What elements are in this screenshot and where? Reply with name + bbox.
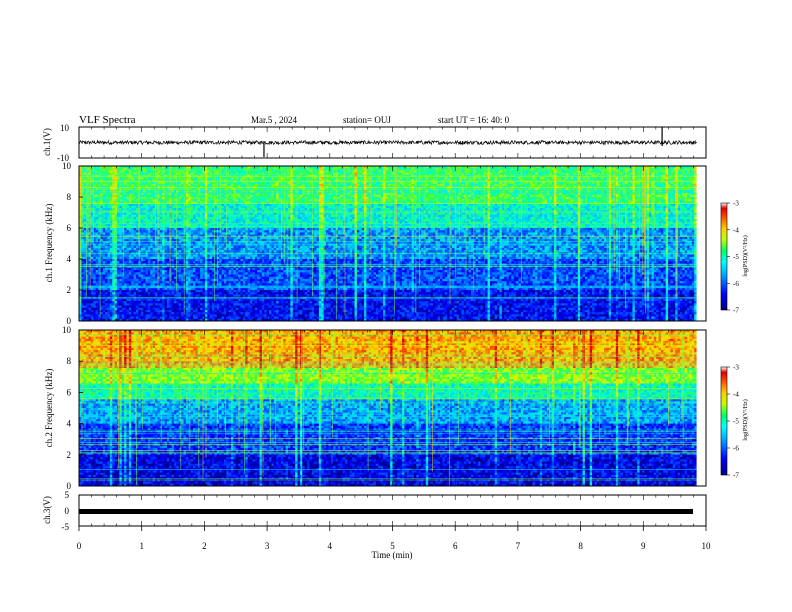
y-tick-label: 6 (67, 387, 72, 397)
ch3-ytick-mid: 0 (65, 506, 70, 516)
x-axis: 0 1 2 3 4 5 6 7 8 9 10 (77, 526, 711, 551)
ch1-trace-line (79, 141, 697, 145)
colorbar-tick-label: -6 (733, 445, 739, 453)
ch1-colorbar (721, 203, 727, 310)
colorbar-tick-label: -7 (733, 472, 739, 480)
y-tick-label: 10 (62, 325, 72, 335)
colorbar-tick-label: -4 (733, 391, 739, 399)
ch1-colorbar-ticks: -3 -4 -5 -6 -7 (727, 200, 739, 315)
colorbar-tick-label: -5 (733, 418, 739, 426)
y-tick-label: 4 (67, 254, 72, 264)
x-tick-label: 1 (139, 541, 144, 551)
y-tick-label: 8 (67, 192, 72, 202)
vlf-figure: 10 -10 ch.1(V) 0246810 ch.1 Frequency (k… (0, 0, 792, 612)
ch1-waveform-trace (79, 127, 697, 157)
x-tick-label: 8 (578, 541, 583, 551)
ch3-waveform-trace (79, 509, 693, 514)
ch1-colorbar-label: log(PSD)(V²/Hz) (742, 235, 749, 276)
y-tick-label: 6 (67, 223, 72, 233)
colorbar-tick-label: -3 (733, 200, 739, 208)
ch1-ytick-top: 10 (60, 123, 70, 133)
ch1-spectrogram-image (79, 166, 706, 321)
colorbar-tick-label: -5 (733, 253, 739, 261)
ch3-ylabel: ch.3(V) (42, 496, 52, 524)
ch3-ytick-bottom: -5 (62, 522, 70, 532)
x-tick-label: 7 (516, 541, 521, 551)
x-tick-label: 0 (77, 541, 82, 551)
ch2-colorbar (721, 367, 727, 475)
ch1-spectrogram-ylabel: ch.1 Frequency (kHz) (44, 204, 54, 283)
ch2-colorbar-label: log(PSD)(V²/Hz) (742, 399, 749, 440)
y-tick-label: 8 (67, 356, 72, 366)
x-axis-label: Time (min) (372, 550, 413, 560)
x-tick-label: 10 (702, 541, 712, 551)
x-tick-label: 9 (641, 541, 646, 551)
ch2-spectrogram-ylabel: ch.2 Frequency (kHz) (44, 369, 54, 448)
y-tick-label: 10 (62, 161, 72, 171)
ch2-spectrogram-image (79, 330, 706, 486)
x-tick-label: 2 (202, 541, 207, 551)
colorbar-tick-label: -6 (733, 280, 739, 288)
x-tick-label: 3 (265, 541, 270, 551)
ch1-ylabel: ch.1(V) (42, 128, 52, 156)
colorbar-tick-label: -7 (733, 307, 739, 315)
ch2-colorbar-ticks: -3 -4 -5 -6 -7 (727, 364, 739, 480)
y-tick-label: 2 (67, 450, 72, 460)
colorbar-tick-label: -3 (733, 364, 739, 372)
y-tick-label: 2 (67, 285, 72, 295)
x-tick-label: 4 (328, 541, 333, 551)
x-tick-label: 6 (453, 541, 458, 551)
ch3-ytick-top: 5 (65, 490, 70, 500)
y-tick-label: 4 (67, 419, 72, 429)
colorbar-tick-label: -4 (733, 226, 739, 234)
